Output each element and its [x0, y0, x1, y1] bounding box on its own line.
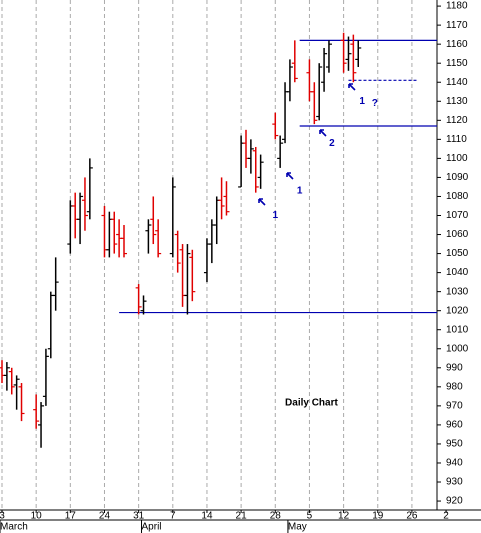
arrows [258, 83, 356, 206]
x-tick-label: 10 [31, 511, 43, 522]
x-tick-label: 26 [406, 511, 418, 522]
month-label: May [288, 522, 307, 533]
arrow [258, 198, 266, 206]
y-tick-label: 1130 [446, 96, 468, 107]
y-tick-label: 1020 [446, 305, 469, 316]
y-tick-label: 1080 [446, 191, 469, 202]
month-label: March [0, 522, 28, 533]
y-tick-label: 940 [446, 458, 463, 469]
x-tick-label: 7 [170, 511, 176, 522]
y-tick-label: 1140 [446, 77, 468, 88]
y-tick-label: 1180 [446, 1, 468, 12]
y-tick-label: 1120 [446, 115, 468, 126]
y-tick-label: 970 [446, 401, 463, 412]
annotation: 1 [297, 185, 303, 196]
annotation: ? [372, 98, 378, 109]
x-tick-label: 24 [99, 511, 111, 522]
arrow [348, 83, 356, 91]
y-tick-label: 1100 [446, 153, 468, 164]
y-tick-label: 920 [446, 496, 463, 507]
y-tick-label: 980 [446, 381, 463, 392]
annotation: 1 [359, 96, 365, 107]
arrow [319, 129, 327, 137]
x-tick-label: 14 [201, 511, 213, 522]
x-tick-label: 17 [65, 511, 77, 522]
x-tick-label: 3 [0, 511, 5, 522]
x-tick-label: 31 [133, 511, 145, 522]
y-tick-label: 930 [446, 477, 463, 488]
y-tick-label: 1000 [446, 343, 469, 354]
x-tick-label: 19 [372, 511, 384, 522]
x-tick-label: 2 [443, 511, 449, 522]
arrow [286, 172, 294, 180]
x-tick-label: 28 [270, 511, 282, 522]
y-tick-label: 1050 [446, 248, 469, 259]
y-tick-label: 960 [446, 420, 463, 431]
x-tick-label: 21 [236, 511, 248, 522]
y-tick-label: 1110 [446, 134, 467, 145]
y-tick-label: 950 [446, 439, 463, 450]
month-label: April [142, 522, 162, 533]
y-tick-label: 1090 [446, 172, 469, 183]
y-tick-label: 1150 [446, 58, 468, 69]
chart-title: Daily Chart [285, 398, 338, 409]
y-tick-label: 1060 [446, 229, 469, 240]
annotation: 1 [272, 210, 278, 221]
y-tick-label: 1170 [446, 20, 468, 31]
y-tick-label: 990 [446, 362, 463, 373]
y-tick-label: 1010 [446, 324, 469, 335]
x-tick-label: 5 [307, 511, 313, 522]
y-tick-label: 1160 [446, 39, 468, 50]
annotation: 2 [329, 138, 335, 149]
x-tick-label: 12 [338, 511, 350, 522]
y-tick-label: 1070 [446, 210, 469, 221]
y-tick-label: 1030 [446, 286, 469, 297]
y-tick-label: 1040 [446, 267, 469, 278]
